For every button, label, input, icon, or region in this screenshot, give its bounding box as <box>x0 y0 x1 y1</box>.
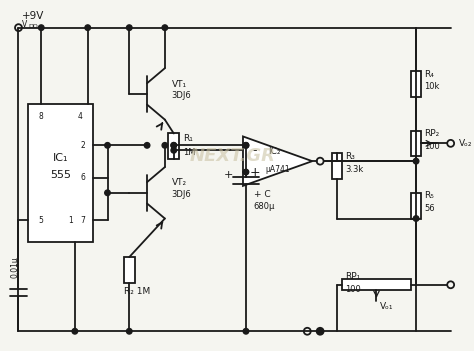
Polygon shape <box>243 137 312 186</box>
Circle shape <box>318 329 323 334</box>
Text: 5: 5 <box>39 216 44 225</box>
Circle shape <box>144 143 150 148</box>
Text: 7: 7 <box>80 216 85 225</box>
Text: R₅: R₅ <box>424 191 434 200</box>
Circle shape <box>243 329 249 334</box>
Text: R₃: R₃ <box>345 152 355 161</box>
Text: Vₒ₁: Vₒ₁ <box>380 302 393 311</box>
Circle shape <box>243 169 249 175</box>
Text: +: + <box>249 166 260 179</box>
Bar <box>410 193 421 219</box>
Text: NEXT.GR: NEXT.GR <box>190 147 276 165</box>
Text: R₁: R₁ <box>182 134 192 143</box>
Text: 1: 1 <box>69 216 73 225</box>
Circle shape <box>127 25 132 31</box>
Text: 10k: 10k <box>424 82 439 92</box>
Circle shape <box>105 143 110 148</box>
Bar <box>410 131 421 156</box>
Text: 555: 555 <box>50 170 71 180</box>
Circle shape <box>38 25 44 31</box>
Text: Vₒ₂: Vₒ₂ <box>458 139 472 148</box>
Text: 3DJ6: 3DJ6 <box>172 91 191 100</box>
Text: 0.01μ: 0.01μ <box>10 257 19 278</box>
Circle shape <box>162 25 168 31</box>
Text: 2: 2 <box>81 141 85 150</box>
Text: 1M: 1M <box>182 148 195 157</box>
Bar <box>28 104 93 242</box>
Text: 3DJ6: 3DJ6 <box>172 190 191 199</box>
Text: RP₁: RP₁ <box>345 272 360 282</box>
Circle shape <box>162 143 168 148</box>
Text: IC₂: IC₂ <box>268 147 281 156</box>
Text: + C: + C <box>254 190 271 199</box>
Text: +9V: +9V <box>21 11 44 21</box>
Circle shape <box>243 143 249 148</box>
Text: 3.3k: 3.3k <box>345 165 363 174</box>
Text: +: + <box>223 170 233 180</box>
Text: 8: 8 <box>39 112 44 121</box>
Text: 680μ: 680μ <box>254 202 275 211</box>
Circle shape <box>72 329 78 334</box>
Text: 100: 100 <box>424 142 440 151</box>
Text: R₄: R₄ <box>424 69 434 79</box>
Text: IC₁: IC₁ <box>53 153 68 163</box>
Circle shape <box>105 190 110 196</box>
Text: 4: 4 <box>77 112 82 121</box>
Text: VT₁: VT₁ <box>172 80 187 88</box>
Text: DD: DD <box>28 24 38 29</box>
Bar <box>331 153 342 179</box>
Circle shape <box>127 329 132 334</box>
Text: RP₂: RP₂ <box>424 129 439 138</box>
Text: 56: 56 <box>424 204 435 213</box>
Circle shape <box>85 25 91 31</box>
Circle shape <box>413 216 419 221</box>
Circle shape <box>413 158 419 164</box>
Circle shape <box>171 143 176 148</box>
Text: R₂ 1M: R₂ 1M <box>124 287 151 296</box>
Circle shape <box>171 143 176 148</box>
Circle shape <box>171 147 176 153</box>
Circle shape <box>243 143 249 148</box>
Text: VT₂: VT₂ <box>172 178 187 187</box>
Circle shape <box>334 158 340 164</box>
Text: -: - <box>253 144 257 157</box>
Bar <box>168 133 179 159</box>
Text: μA741: μA741 <box>265 165 290 174</box>
Text: V: V <box>21 20 27 29</box>
Text: 6: 6 <box>80 173 85 183</box>
Bar <box>410 71 421 97</box>
Bar <box>124 257 135 283</box>
Bar <box>342 279 411 290</box>
Text: 100: 100 <box>345 285 361 294</box>
